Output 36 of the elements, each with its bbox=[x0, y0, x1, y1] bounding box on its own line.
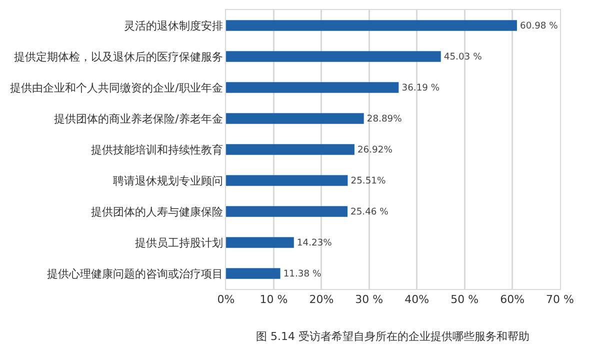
data-label: 11.38 % bbox=[283, 268, 322, 280]
data-label: 14.23% bbox=[296, 237, 332, 248]
data-label: 26.92% bbox=[357, 144, 393, 156]
data-label: 36.19 % bbox=[402, 82, 440, 94]
y-tick-label: 提供定期体检，以及退休后的医疗保健服务 bbox=[14, 50, 223, 64]
y-tick-label: 提供技能培训和持续性教育 bbox=[90, 143, 223, 156]
data-label: 45.03 % bbox=[444, 51, 482, 62]
data-label: 60.98 % bbox=[520, 20, 558, 32]
y-tick-label: 灵活的退休制度安排 bbox=[124, 19, 223, 32]
data-label: 25.51% bbox=[350, 175, 386, 186]
y-tick-label: 提供团体的人寿与健康保险 bbox=[90, 205, 223, 218]
bar bbox=[226, 268, 280, 279]
x-tick-label: 60% bbox=[500, 293, 525, 306]
bar bbox=[226, 113, 364, 124]
caption: 图 5.14 受访者希望自身所在的企业提供哪些服务和帮助 bbox=[256, 330, 530, 343]
y-tick-label: 提供由企业和个人共同缴资的企业/职业年金 bbox=[10, 81, 223, 94]
x-tick-label: 30 % bbox=[355, 293, 384, 306]
bar bbox=[226, 206, 348, 217]
data-label: 25.46 % bbox=[350, 206, 389, 218]
x-tick-label: 10 % bbox=[260, 293, 288, 306]
bar bbox=[226, 237, 294, 248]
bar bbox=[226, 144, 354, 155]
bar bbox=[226, 51, 441, 62]
x-tick-label: 70 % bbox=[546, 293, 574, 306]
x-tick-label: 20% bbox=[309, 293, 334, 306]
bar bbox=[226, 82, 399, 93]
x-tick-label: 50 % bbox=[450, 293, 479, 306]
data-label: 28.89% bbox=[366, 113, 402, 124]
bar bbox=[226, 20, 517, 31]
y-tick-label: 提供团体的商业养老保险/养老年金 bbox=[54, 112, 223, 126]
bar bbox=[226, 175, 348, 186]
y-tick-label: 提供员工持股计划 bbox=[134, 236, 223, 250]
x-tick-label: 0% bbox=[217, 293, 235, 306]
y-tick-label: 提供心理健康问题的咨询或治疗项目 bbox=[46, 267, 223, 280]
x-tick-label: 40% bbox=[404, 293, 430, 306]
y-tick-label: 聘请退休规划专业顾问 bbox=[112, 174, 223, 188]
